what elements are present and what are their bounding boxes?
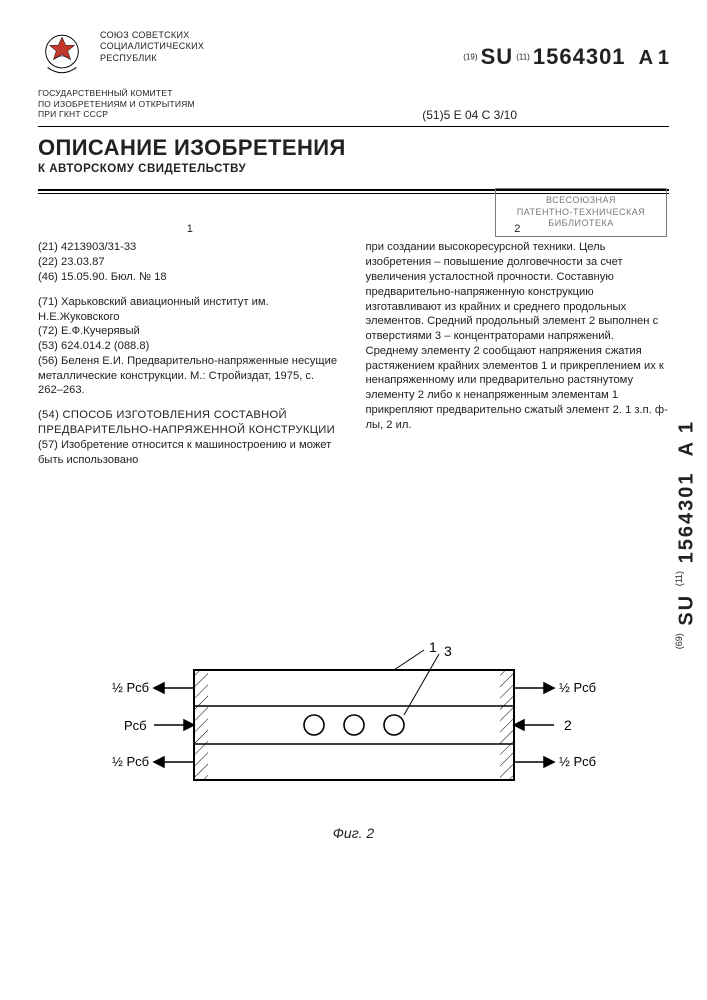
- side-69: (69): [674, 633, 684, 649]
- col1-number: 1: [38, 222, 342, 237]
- ipc-code: (51)5 E 04 C 3/10: [422, 108, 517, 122]
- field-57-head: (57) Изобретение относится к машинострое…: [38, 438, 342, 468]
- force-br: ½ Pсб: [559, 754, 596, 769]
- force-tr: ½ Pсб: [559, 680, 596, 695]
- column-1: 1 (21) 4213903/31-33 (22) 23.03.87 (46) …: [38, 222, 342, 467]
- side-cc: SU: [676, 594, 698, 626]
- fig-ref-2: 2: [564, 717, 572, 733]
- inid-11: (11): [516, 52, 530, 61]
- publication-number: 1564301: [533, 44, 626, 69]
- document-number-block: (19) SU (11) 1564301 A 1: [463, 44, 669, 70]
- field-72: (72) Е.Ф.Кучерявый: [38, 324, 342, 339]
- field-22: (22) 23.03.87: [38, 255, 342, 270]
- stamp-l1: ВСЕСОЮЗНАЯ: [506, 195, 656, 207]
- issuer-line-1: СОЮЗ СОВЕТСКИХ: [100, 30, 204, 41]
- committee-l1: ГОСУДАРСТВЕННЫЙ КОМИТЕТ: [38, 88, 669, 99]
- fig-ref-1: 1: [429, 640, 437, 655]
- force-ml: Pсб: [124, 718, 147, 733]
- issuer-line-2: СОЦИАЛИСТИЧЕСКИХ: [100, 41, 204, 52]
- field-46: (46) 15.05.90. Бюл. № 18: [38, 270, 342, 285]
- country-code: SU: [481, 44, 514, 69]
- inid-19: (19): [463, 52, 477, 61]
- state-emblem-icon: [38, 30, 86, 78]
- committee-block: ГОСУДАРСТВЕННЫЙ КОМИТЕТ ПО ИЗОБРЕТЕНИЯМ …: [38, 88, 669, 120]
- side-11: (11): [674, 571, 684, 586]
- figure-caption: Фиг. 2: [38, 825, 669, 841]
- field-56: (56) Беленя Е.И. Предварительно-напряжен…: [38, 354, 342, 398]
- side-num: 1564301: [676, 472, 698, 564]
- issuer-line-3: РЕСПУБЛИК: [100, 53, 204, 64]
- ipc-value: E 04 C 3/10: [454, 108, 517, 122]
- field-71: (71) Харьковский авиационный институт им…: [38, 295, 342, 325]
- figure-2: 1 3 2 ½ Pсб Pсб ½ Pсб ½ Pсб ½ Pсб Фиг. 2: [38, 640, 669, 840]
- document-title: ОПИСАНИЕ ИЗОБРЕТЕНИЯ: [38, 135, 669, 161]
- column-2: 2 при создании высокоресурсной техники. …: [366, 222, 670, 467]
- committee-l2: ПО ИЗОБРЕТЕНИЯМ И ОТКРЫТИЯМ: [38, 99, 669, 110]
- force-tl: ½ Pсб: [112, 680, 149, 695]
- library-stamp: ВСЕСОЮЗНАЯ ПАТЕНТНО-ТЕХНИЧЕСКАЯ БИБЛИОТЕ…: [495, 188, 667, 237]
- rule-1: [38, 126, 669, 127]
- field-21: (21) 4213903/31-33: [38, 240, 342, 255]
- field-54-title: (54) СПОСОБ ИЗГОТОВЛЕНИЯ СОСТАВНОЙ ПРЕДВ…: [38, 408, 342, 438]
- committee-l3: ПРИ ГКНТ СССР: [38, 109, 669, 120]
- document-subtitle: К АВТОРСКОМУ СВИДЕТЕЛЬСТВУ: [38, 163, 669, 175]
- fig-ref-3: 3: [444, 643, 452, 659]
- side-docnum: (69) SU (11) 1564301 A 1: [674, 420, 699, 649]
- abstract-text: при создании высокоресурсной техники. Це…: [366, 240, 670, 432]
- field-53: (53) 624.014.2 (088.8): [38, 339, 342, 354]
- stamp-l2: ПАТЕНТНО-ТЕХНИЧЕСКАЯ: [506, 207, 656, 219]
- ipc-label: (51)5: [422, 108, 450, 122]
- stamp-l3: БИБЛИОТЕКА: [506, 218, 656, 230]
- kind-code: A 1: [639, 47, 669, 69]
- side-kind: A 1: [676, 420, 698, 456]
- force-bl: ½ Pсб: [112, 754, 149, 769]
